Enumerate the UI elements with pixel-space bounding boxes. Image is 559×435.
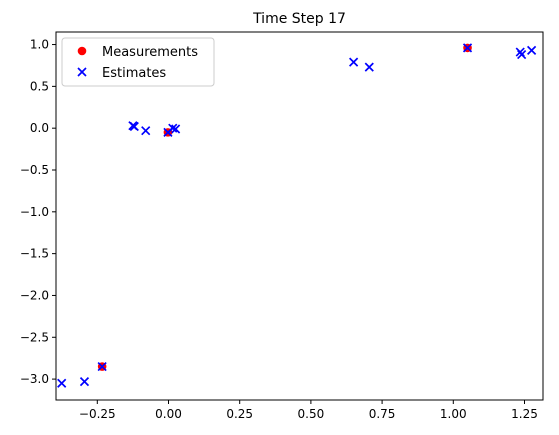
legend-marker (77, 46, 87, 56)
estimates-point (79, 376, 90, 387)
estimates-point (171, 124, 181, 134)
y-tick-label: −1.5 (20, 247, 49, 261)
legend-box (61, 37, 215, 87)
legend-label: Measurements (102, 45, 198, 60)
estimates-point (141, 126, 151, 136)
plot-area (57, 43, 537, 388)
y-tick-label: −1.0 (20, 205, 49, 219)
y-tick-label: 1.0 (30, 38, 49, 52)
estimates-point (517, 49, 527, 60)
estimates-point (349, 57, 359, 67)
estimates-point (97, 361, 107, 372)
y-tick-label: −2.5 (20, 330, 49, 344)
x-tick-label: 0.75 (369, 407, 396, 421)
x-tick-label: 1.25 (511, 407, 538, 421)
estimates-point (364, 62, 374, 72)
estimates-series (57, 43, 537, 388)
legend-marker (77, 67, 87, 77)
y-tick-label: 0.0 (30, 121, 49, 135)
estimates-point (57, 378, 67, 388)
measurements-series (97, 43, 472, 371)
x-tick-label: 0.50 (298, 407, 325, 421)
estimates-point (129, 121, 139, 132)
y-tick-label: 0.5 (30, 79, 49, 93)
estimates-point (168, 123, 178, 133)
x-tick-label: −0.25 (79, 407, 116, 421)
legend: Measurements Estimates (61, 37, 215, 87)
y-tick-label: −3.0 (20, 372, 49, 386)
y-tick-label: −0.5 (20, 163, 49, 177)
x-tick-label: 0.25 (226, 407, 253, 421)
x-tick-label: 0.00 (155, 407, 182, 421)
legend-label: Estimates (102, 66, 166, 81)
axes-frame (55, 31, 544, 401)
estimates-point (527, 45, 537, 56)
chart-title: Time Step 17 (252, 11, 346, 27)
x-tick-label: 1.00 (440, 407, 467, 421)
estimates-point (462, 43, 473, 53)
axes: −0.25 0.00 0.25 0.50 0.75 1.00 1.25 −3.0 −2.5 −2.… (20, 31, 544, 421)
y-tick-label: −2.0 (20, 288, 49, 302)
